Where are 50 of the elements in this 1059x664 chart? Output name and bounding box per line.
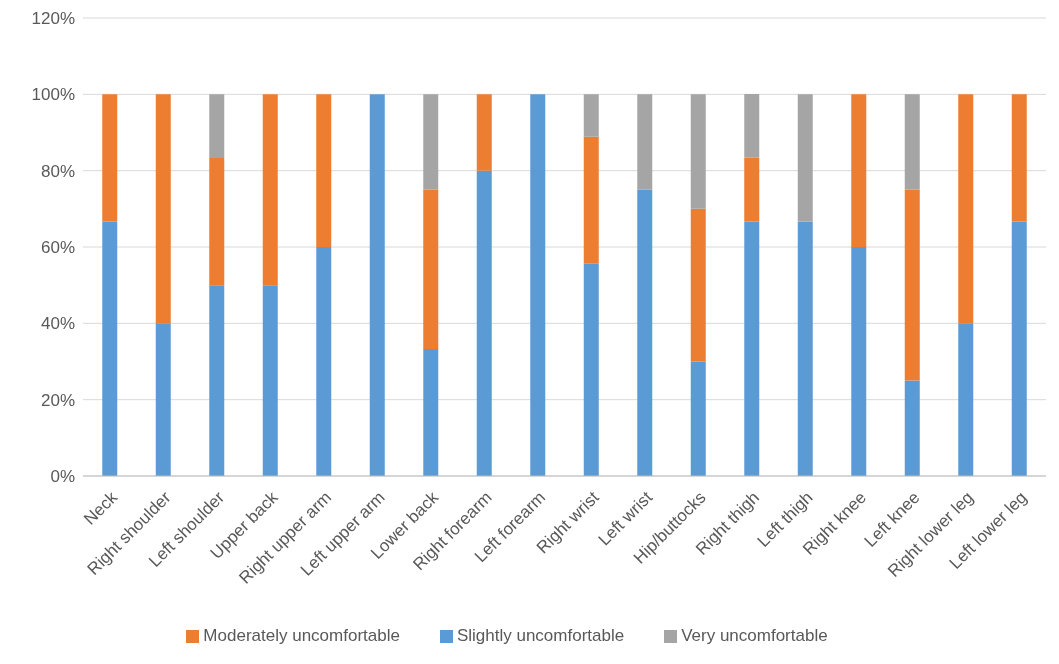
y-tick-label: 60% bbox=[40, 238, 75, 258]
bar bbox=[1011, 221, 1027, 476]
bar bbox=[690, 208, 706, 362]
bar bbox=[690, 94, 706, 209]
y-tick-label: 20% bbox=[40, 390, 75, 410]
bar bbox=[797, 94, 813, 222]
y-tick-label: 120% bbox=[31, 9, 75, 29]
bar bbox=[102, 94, 118, 222]
bar bbox=[423, 189, 439, 349]
bar bbox=[209, 158, 225, 286]
bar bbox=[904, 189, 920, 381]
bar bbox=[744, 157, 760, 222]
bar bbox=[209, 94, 225, 159]
bar bbox=[155, 323, 171, 476]
bar bbox=[155, 94, 171, 324]
bar bbox=[262, 94, 278, 286]
bar bbox=[423, 348, 439, 476]
bar bbox=[209, 285, 225, 476]
bar bbox=[958, 94, 974, 324]
bar bbox=[637, 189, 653, 476]
bar bbox=[851, 94, 867, 247]
bar bbox=[316, 247, 332, 476]
bar bbox=[476, 94, 492, 171]
bar bbox=[102, 221, 118, 476]
bar bbox=[583, 263, 599, 476]
legend-label: Very uncomfortable bbox=[681, 626, 828, 645]
bar bbox=[423, 94, 439, 190]
bar bbox=[316, 94, 332, 247]
bar bbox=[262, 285, 278, 476]
bar bbox=[369, 94, 385, 476]
y-tick-label: 40% bbox=[40, 314, 75, 334]
bar bbox=[904, 94, 920, 190]
bar bbox=[1011, 94, 1027, 222]
bar bbox=[958, 323, 974, 476]
bar bbox=[476, 170, 492, 476]
bar bbox=[583, 94, 599, 137]
y-tick-label: 0% bbox=[50, 467, 75, 487]
bar bbox=[744, 221, 760, 476]
bar bbox=[690, 361, 706, 476]
bar bbox=[530, 94, 546, 476]
bar bbox=[637, 94, 653, 190]
y-tick-label: 80% bbox=[40, 161, 75, 181]
bar bbox=[851, 247, 867, 476]
legend-label: Moderately uncomfortable bbox=[203, 626, 400, 645]
bar bbox=[744, 93, 760, 158]
bar bbox=[797, 221, 813, 476]
y-tick-label: 100% bbox=[31, 85, 75, 105]
legend-label: Slightly uncomfortable bbox=[456, 626, 625, 645]
bar bbox=[583, 136, 599, 264]
bar bbox=[904, 380, 920, 476]
